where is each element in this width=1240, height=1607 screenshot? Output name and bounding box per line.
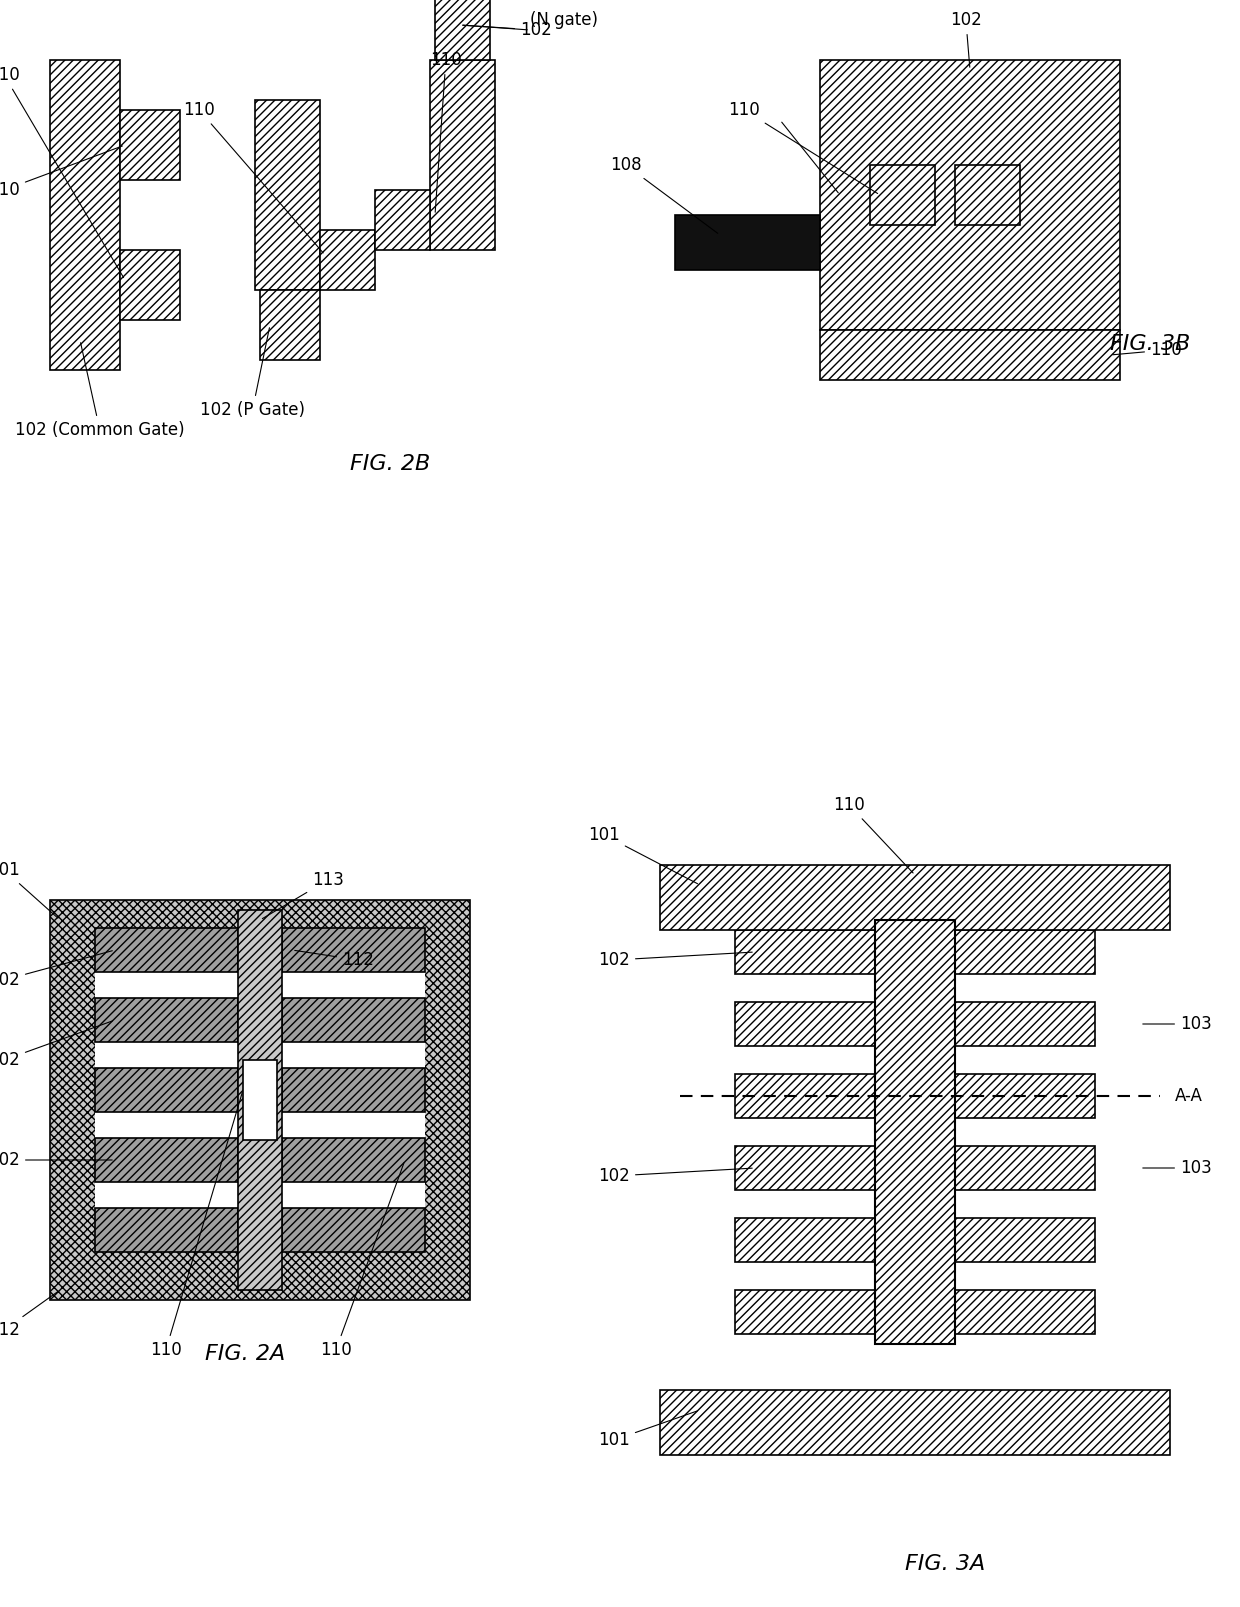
Bar <box>95 998 425 1041</box>
Bar <box>238 1112 281 1138</box>
Text: 102 (Common Gate): 102 (Common Gate) <box>15 342 185 439</box>
Bar <box>95 972 425 998</box>
Text: 108: 108 <box>610 156 718 233</box>
Bar <box>238 972 281 998</box>
Bar <box>95 1112 425 1138</box>
Text: 113: 113 <box>263 871 343 919</box>
Text: 103: 103 <box>1143 1016 1211 1033</box>
Bar <box>238 1069 281 1112</box>
Bar <box>95 1041 425 1069</box>
Text: 112: 112 <box>0 1292 58 1339</box>
Bar <box>735 1003 1095 1046</box>
Text: 102: 102 <box>950 11 982 67</box>
Bar <box>95 1183 425 1208</box>
Text: 110: 110 <box>150 1093 242 1360</box>
Bar <box>735 1218 1095 1261</box>
Bar <box>238 1183 281 1208</box>
Bar <box>120 109 180 180</box>
Text: 110: 110 <box>320 1162 404 1360</box>
Text: 101: 101 <box>598 1411 697 1450</box>
Bar <box>50 900 470 1300</box>
Bar <box>675 215 820 270</box>
Bar <box>238 1041 281 1069</box>
Text: 102: 102 <box>0 1020 113 1069</box>
Bar <box>320 230 374 289</box>
Text: 102: 102 <box>0 951 113 988</box>
Bar <box>735 1146 1095 1191</box>
Text: A-A: A-A <box>1176 1086 1203 1106</box>
Bar <box>820 329 1120 379</box>
Bar <box>238 910 281 1290</box>
Text: 102: 102 <box>463 21 552 39</box>
Bar <box>95 1138 425 1183</box>
Bar <box>95 1208 425 1252</box>
Bar <box>50 59 120 370</box>
Text: 110: 110 <box>728 101 878 193</box>
Text: (N gate): (N gate) <box>529 11 598 29</box>
Bar <box>735 1073 1095 1118</box>
Text: 102: 102 <box>598 1167 753 1184</box>
Text: 110: 110 <box>0 146 123 199</box>
Bar <box>374 190 430 251</box>
Text: FIG. 3A: FIG. 3A <box>905 1554 985 1573</box>
Bar <box>260 289 320 360</box>
Text: 110: 110 <box>430 51 461 212</box>
Bar <box>238 1138 281 1183</box>
Bar <box>820 59 1120 329</box>
Text: 112: 112 <box>295 950 374 969</box>
Bar <box>955 166 1021 225</box>
Text: 101: 101 <box>588 826 698 884</box>
Text: 102: 102 <box>0 1151 113 1168</box>
Bar <box>430 59 495 251</box>
Bar <box>243 1061 277 1139</box>
Bar <box>95 1069 425 1112</box>
Bar <box>870 166 935 225</box>
Text: FIG. 2B: FIG. 2B <box>350 455 430 474</box>
Bar <box>660 865 1171 930</box>
Text: 102 (P Gate): 102 (P Gate) <box>200 328 305 419</box>
Text: FIG. 3B: FIG. 3B <box>1110 334 1190 354</box>
Bar <box>735 1290 1095 1334</box>
Text: 110: 110 <box>184 101 324 252</box>
Bar <box>238 927 281 972</box>
Text: 103: 103 <box>1143 1159 1211 1176</box>
Bar <box>435 0 490 59</box>
Bar <box>875 919 955 1343</box>
Bar <box>660 1390 1171 1454</box>
Bar <box>255 100 320 289</box>
Bar <box>238 998 281 1041</box>
Text: 110: 110 <box>833 795 913 873</box>
Text: FIG. 2A: FIG. 2A <box>205 1343 285 1364</box>
Bar <box>120 251 180 320</box>
Text: 102: 102 <box>598 951 753 969</box>
Bar <box>95 927 425 972</box>
Text: 110: 110 <box>0 66 124 278</box>
Text: 101: 101 <box>0 861 58 918</box>
Bar <box>735 930 1095 974</box>
Bar <box>238 1208 281 1252</box>
Text: 110: 110 <box>1112 341 1182 358</box>
